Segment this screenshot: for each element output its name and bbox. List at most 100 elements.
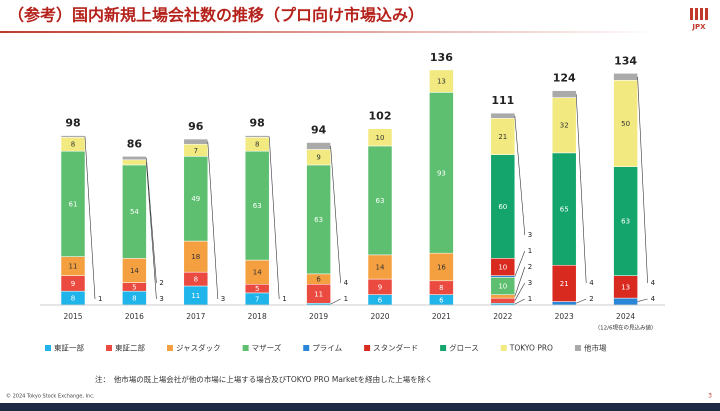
bar-segment <box>122 159 147 166</box>
bar-segment <box>183 156 209 242</box>
segment-label: 13 <box>437 78 446 86</box>
segment-label: 3 <box>528 231 532 239</box>
legend-label: グロース <box>449 343 479 353</box>
bar-segment <box>490 297 516 304</box>
segment-label: 4 <box>651 295 656 303</box>
legend-swatch <box>106 345 112 351</box>
segment-label: 63 <box>253 202 262 210</box>
chart-title: （参考）国内新規上場会社数の推移（プロ向け市場込み） <box>8 6 424 25</box>
bar-segment <box>613 73 638 81</box>
x-tick-label: 2021 <box>432 312 451 321</box>
legend-swatch <box>167 345 173 351</box>
x-tick-label: 2024 <box>616 312 635 321</box>
segment-label: 32 <box>560 122 569 130</box>
segment-label: 7 <box>194 147 198 155</box>
bar-segment <box>122 156 147 161</box>
segment-label: 65 <box>560 206 569 214</box>
segment-label: 8 <box>194 276 198 284</box>
label-leader <box>637 76 648 284</box>
segment-label: 11 <box>191 292 200 300</box>
label-leader <box>84 136 96 300</box>
segment-label: 10 <box>376 134 385 142</box>
footer-bar <box>0 403 720 411</box>
segment-label: 13 <box>621 283 630 291</box>
segment-label: 3 <box>159 295 163 303</box>
bar-segment <box>60 135 86 138</box>
bar-segment <box>490 112 516 119</box>
bar-segment <box>613 80 638 167</box>
total-label: 111 <box>491 94 514 107</box>
segment-label: 63 <box>314 216 323 224</box>
total-label: 134 <box>614 54 637 67</box>
bar-segment <box>183 240 209 273</box>
bar-segment <box>551 264 577 302</box>
x-tick-label: 2023 <box>555 312 574 321</box>
segment-label: 14 <box>253 269 262 277</box>
x-tick-label: 2018 <box>248 312 267 321</box>
legend-swatch <box>500 345 507 351</box>
label-leader <box>514 282 526 301</box>
segment-label: 18 <box>191 253 200 261</box>
bar-segment <box>367 254 393 280</box>
label-leader <box>146 158 157 284</box>
bar-segment <box>490 275 516 278</box>
legend-label: 東証二部 <box>115 343 145 353</box>
bar-segment <box>367 145 393 256</box>
total-label: 98 <box>250 117 265 130</box>
segment-label: 9 <box>71 280 75 288</box>
legend-label: 東証一部 <box>54 343 84 353</box>
segment-label: 9 <box>316 154 320 162</box>
segment-label: 3 <box>221 295 225 303</box>
segment-label: 3 <box>528 279 532 287</box>
x-tick-label: 2015 <box>63 312 82 321</box>
legend-swatch <box>45 345 51 351</box>
label-leader <box>330 145 341 284</box>
legend-swatch <box>364 345 371 351</box>
x-tick-label: 2020 <box>370 312 389 321</box>
segment-label: 60 <box>498 203 507 211</box>
legend-label: TOKYO PRO <box>509 344 553 353</box>
category-note: （12/6現在の見込み値） <box>595 324 657 332</box>
label-leader <box>207 141 219 300</box>
bar-segment <box>490 294 516 299</box>
bar-segment <box>244 135 270 138</box>
segment-label: 1 <box>344 295 348 303</box>
total-label: 102 <box>369 110 392 123</box>
legend-label: 他市場 <box>584 343 607 353</box>
segment-label: 7 <box>255 295 259 303</box>
segment-label: 1 <box>528 295 532 303</box>
label-leader <box>514 250 526 277</box>
segment-label: 1 <box>282 295 286 303</box>
segment-label: 6 <box>378 296 383 304</box>
legend-swatch <box>440 345 447 351</box>
bar-segment <box>551 90 577 98</box>
segment-label: 2 <box>589 295 593 303</box>
label-leader <box>637 298 648 302</box>
segment-label: 10 <box>498 263 507 271</box>
segment-label: 14 <box>130 267 139 275</box>
segment-label: 21 <box>560 280 569 288</box>
segment-label: 21 <box>498 133 507 141</box>
total-label: 124 <box>553 72 576 85</box>
copyright: © 2024 Tokyo Stock Exchange, Inc. <box>6 393 95 400</box>
page-number: 3 <box>708 393 712 400</box>
segment-label: 11 <box>69 263 78 271</box>
bar-segment <box>551 152 577 266</box>
segment-label: 4 <box>651 279 656 287</box>
segment-label: 10 <box>498 282 507 290</box>
bar-segment <box>490 118 516 155</box>
segment-label: 93 <box>437 169 446 177</box>
total-label: 98 <box>65 117 80 130</box>
bar-segment <box>429 92 454 254</box>
label-leader <box>514 266 526 297</box>
segment-label: 9 <box>378 283 382 291</box>
segment-label: 8 <box>255 141 259 149</box>
label-leader <box>575 94 587 284</box>
x-tick-label: 2016 <box>125 312 144 321</box>
segment-label: 2 <box>159 279 163 287</box>
segment-label: 8 <box>439 284 443 292</box>
bar-segment <box>244 259 270 285</box>
label-leader <box>268 136 280 300</box>
bar-segment <box>306 164 331 275</box>
